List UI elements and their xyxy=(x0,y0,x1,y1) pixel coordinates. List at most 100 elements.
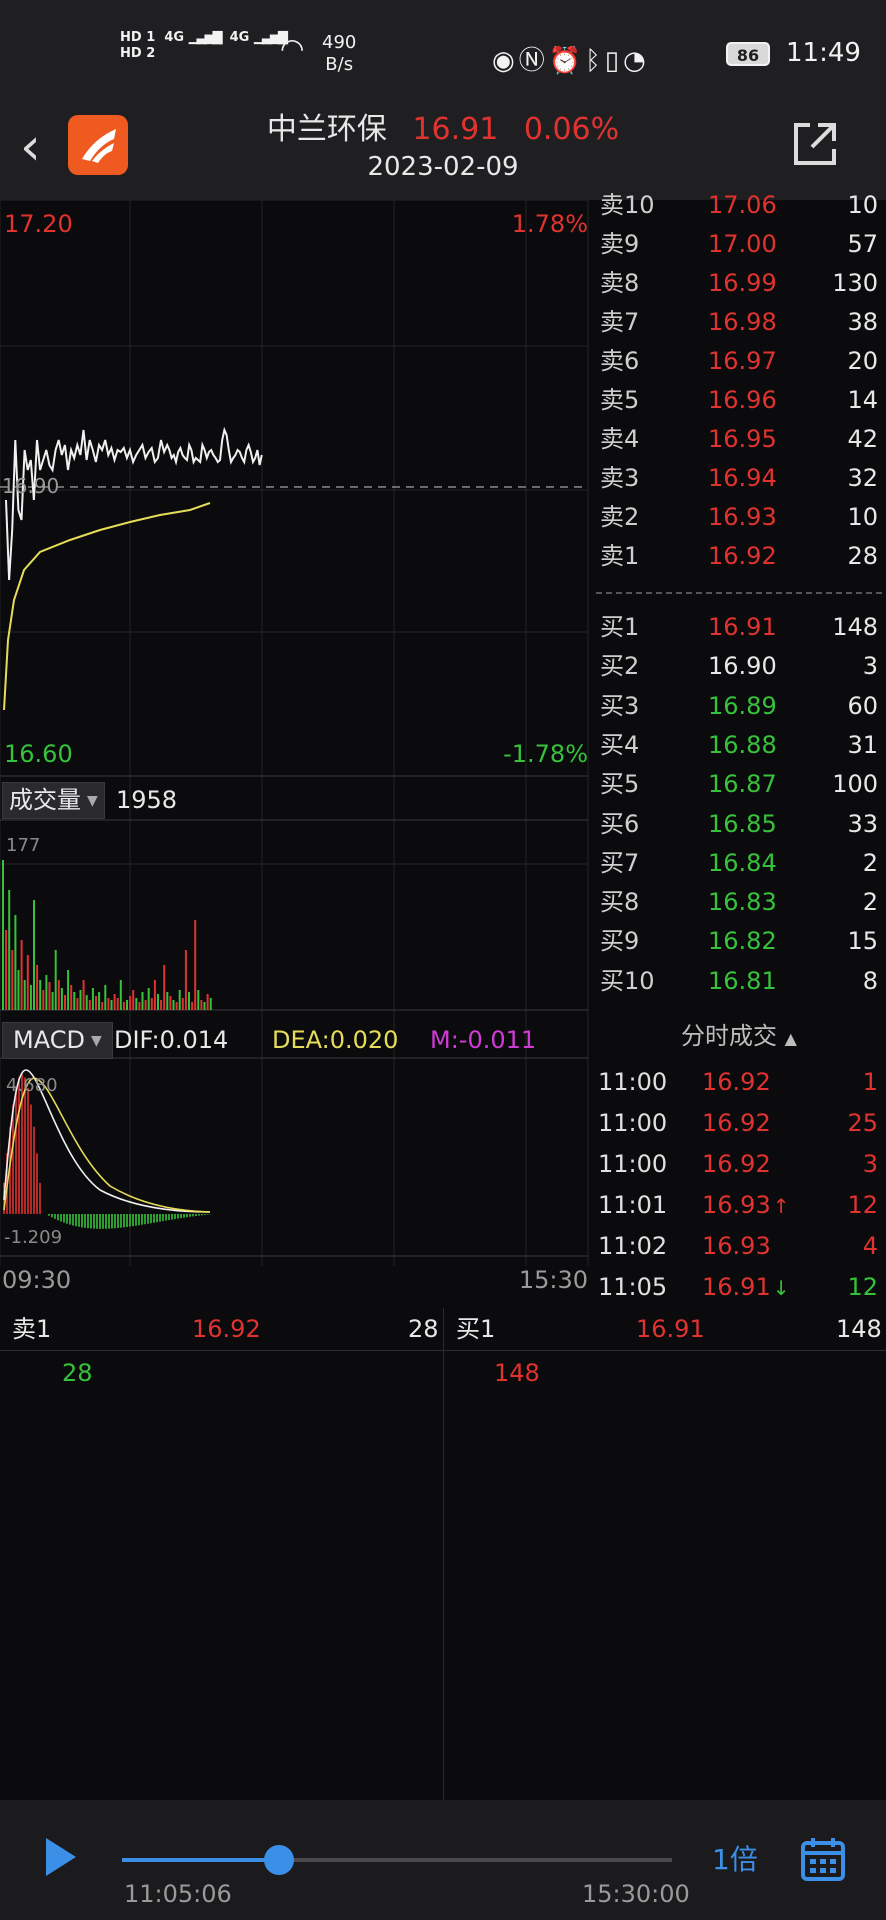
bid-price: 16.88 xyxy=(708,730,777,759)
ask-qty: 42 xyxy=(847,425,878,453)
ask-price: 16.99 xyxy=(708,269,777,297)
macd-dea-line xyxy=(3,1077,211,1213)
ask1-price: 16.92 xyxy=(192,1315,261,1343)
macd-dif: DIF:0.014 xyxy=(114,1026,229,1054)
pct-min-label: -1.78% xyxy=(503,740,588,768)
playback-current-time: 11:05:06 xyxy=(124,1880,232,1908)
ask-level-label: 卖4 xyxy=(600,425,640,453)
playback-thumb[interactable] xyxy=(263,1845,294,1875)
ask-row: 卖7 16.98 38 xyxy=(592,303,886,342)
playback-speed-button[interactable]: 1倍 xyxy=(712,1843,758,1876)
back-arrow-icon[interactable]: ‹ xyxy=(20,117,41,177)
dropdown-triangle-icon: ▼ xyxy=(87,793,98,809)
share-icon[interactable] xyxy=(790,119,840,169)
ask-row: 卖8 16.99 130 xyxy=(592,264,886,303)
tick-price: 16.92 xyxy=(702,1150,771,1178)
bid-qty: 2 xyxy=(862,848,878,877)
ask-level-label: 卖9 xyxy=(600,230,640,258)
tick-price: 16.91 ↓ xyxy=(702,1273,790,1301)
bid-price: 16.90 xyxy=(708,652,777,681)
ask-level-label: 卖8 xyxy=(600,269,640,297)
chart-area[interactable]: 17.20 1.78% 16.90 16.60 -1.78% 成交量 ▼ 1958… xyxy=(0,200,590,1308)
ask-level-label: 卖10 xyxy=(600,191,655,219)
network-indicator: HD 1 4G ▁▃▅▇ 4G ▁▃▅▇ HD 2 xyxy=(120,30,288,61)
ask-price: 16.95 xyxy=(708,425,777,453)
tick-row: 11:00 16.92 1 xyxy=(592,1062,886,1103)
ask-qty: 38 xyxy=(847,308,878,336)
ask-qty: 57 xyxy=(847,230,878,258)
ask-level-label: 卖1 xyxy=(600,542,640,570)
bid-row: 买5 16.87 100 xyxy=(592,765,886,804)
volume-value: 1958 xyxy=(116,786,178,814)
tick-direction-icon: ↓ xyxy=(772,1276,790,1300)
tick-row: 11:00 16.92 3 xyxy=(592,1144,886,1185)
bid-level-label: 买6 xyxy=(600,809,640,838)
bid-qty: 8 xyxy=(862,966,878,995)
bid-level-label: 买1 xyxy=(600,613,640,641)
stock-change: 0.06% xyxy=(523,112,620,147)
bid1-label: 买1 xyxy=(456,1315,496,1343)
bid-row: 买3 16.89 60 xyxy=(592,687,886,726)
vibrate-icon: ▯ xyxy=(604,46,623,76)
bid-row: 买10 16.81 8 xyxy=(592,962,886,1001)
macd-min-label: -1.209 xyxy=(4,1227,63,1248)
bid1-price: 16.91 xyxy=(636,1315,705,1343)
play-icon[interactable] xyxy=(46,1838,76,1876)
ask-row: 卖9 17.00 57 xyxy=(592,225,886,264)
bid-price: 16.83 xyxy=(708,888,777,917)
tick-row: 11:05 16.91 ↓ 12 xyxy=(592,1267,886,1308)
tick-volume: 4 xyxy=(862,1232,878,1260)
macd-indicator-selector[interactable]: MACD ▼ xyxy=(2,1022,113,1059)
tick-volume: 1 xyxy=(862,1068,878,1096)
bid-qty: 100 xyxy=(832,770,878,799)
ask1-queue-value: 28 xyxy=(62,1359,93,1387)
tick-time: 11:05 xyxy=(598,1273,668,1301)
bid-level-label: 买7 xyxy=(600,848,640,877)
stock-price: 16.91 xyxy=(412,112,499,147)
tick-price: 16.93 xyxy=(702,1232,771,1260)
bid-level-label: 买2 xyxy=(600,652,640,681)
stock-title: 中兰环保 16.91 0.06% xyxy=(0,105,886,155)
status-bar: HD 1 4G ▁▃▅▇ 4G ▁▃▅▇ HD 2 ◠ 490 B/s ◉Ⓝ⏰ᛒ… xyxy=(0,0,886,105)
price-line xyxy=(5,426,263,581)
playback-bar: 11:05:06 15:30:00 1倍 xyxy=(0,1800,886,1920)
time-end-label: 15:30 xyxy=(518,1266,588,1294)
tick-volume: 12 xyxy=(847,1191,878,1219)
ask-level-label: 卖2 xyxy=(600,503,640,531)
bid-qty: 31 xyxy=(847,730,878,759)
tick-trades-header[interactable]: 分时成交 ▲ xyxy=(681,1022,797,1050)
bid-level-label: 买10 xyxy=(600,966,655,995)
volume-indicator-selector[interactable]: 成交量 ▼ xyxy=(2,782,105,819)
price-min-label: 16.60 xyxy=(4,740,73,768)
tick-time: 11:02 xyxy=(598,1232,668,1260)
tick-time: 11:01 xyxy=(598,1191,668,1219)
bid-price: 16.85 xyxy=(708,809,777,838)
bottom-depth-panels: 卖1 16.92 28 28 买1 16.91 148 148 xyxy=(0,1308,886,1800)
tick-time: 11:00 xyxy=(598,1150,668,1178)
bid-price: 16.84 xyxy=(708,848,777,877)
bid-price: 16.87 xyxy=(708,770,777,799)
tick-row: 11:01 16.93 ↑ 12 xyxy=(592,1185,886,1226)
bid-level-label: 买9 xyxy=(600,927,640,956)
tick-direction-icon: ↑ xyxy=(772,1194,790,1218)
calendar-icon[interactable] xyxy=(800,1836,846,1882)
tick-row: 11:00 16.92 25 xyxy=(592,1103,886,1144)
bid-row: 买8 16.83 2 xyxy=(592,883,886,922)
intraday-chart xyxy=(0,200,589,1266)
ask-qty: 130 xyxy=(832,269,878,297)
macd-dif-line xyxy=(3,1069,211,1213)
bid-level-label: 买3 xyxy=(600,691,640,720)
ask-price: 16.93 xyxy=(708,503,777,531)
bid-qty: 60 xyxy=(847,691,878,720)
bid-level-label: 买8 xyxy=(600,888,640,917)
bid-row: 买7 16.84 2 xyxy=(592,844,886,883)
ask-price: 17.06 xyxy=(708,191,777,219)
bid-qty: 33 xyxy=(847,809,878,838)
ask1-qty: 28 xyxy=(408,1315,439,1343)
tick-trades-panel: 分时成交 ▲ 11:00 16.92 1 11:00 16.92 25 11:00 … xyxy=(592,1012,886,1308)
playback-slider[interactable] xyxy=(122,1845,672,1875)
tick-price: 16.93 ↑ xyxy=(702,1191,790,1219)
playback-progress xyxy=(122,1858,279,1862)
macd-dea: DEA:0.020 xyxy=(272,1026,399,1054)
collapse-triangle-icon: ▲ xyxy=(784,1029,797,1048)
